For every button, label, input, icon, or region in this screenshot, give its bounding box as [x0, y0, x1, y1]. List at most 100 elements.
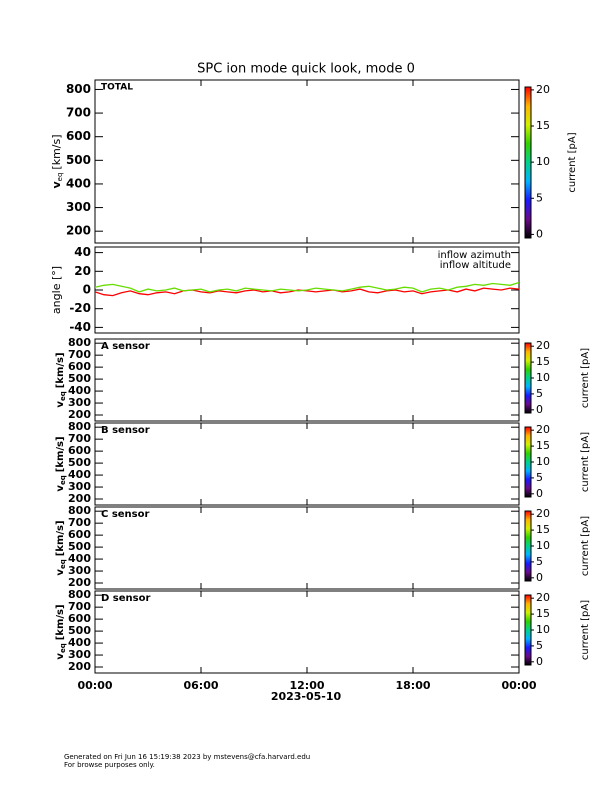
colorbar-label: current [pA]	[580, 432, 591, 492]
x-tick-label: 00:00	[501, 679, 536, 692]
x-tick-label: 00:00	[77, 679, 112, 692]
footer-line: For browse purposes only.	[64, 761, 155, 769]
colorbar-tick-label: 15	[536, 355, 550, 368]
y-tick-label: 300	[66, 200, 91, 214]
y-tick-label: 500	[68, 540, 91, 553]
y-tick-label: 200	[68, 492, 91, 505]
y-axis-label-main: v	[55, 569, 66, 576]
y-tick-label: 800	[68, 420, 91, 433]
data-line	[94, 281, 520, 293]
colorbar-tick-label: 20	[536, 507, 550, 520]
colorbar-tick-label: 15	[536, 607, 550, 620]
legend-label: inflow azimuth	[438, 250, 511, 261]
y-axis-label-main: v	[55, 485, 66, 492]
colorbar-label: current [pA]	[580, 516, 591, 576]
y-tick-label: 400	[68, 468, 91, 481]
y-tick-label: -40	[69, 320, 91, 334]
y-axis-label: veq [km/s]	[50, 134, 64, 188]
colorbar	[524, 86, 532, 239]
y-tick-label: 20	[74, 264, 91, 278]
y-tick-label: 600	[68, 444, 91, 457]
colorbar-tick-label: 20	[536, 591, 550, 604]
y-tick-label: 800	[68, 336, 91, 349]
colorbar	[524, 342, 532, 414]
y-tick-label: 800	[66, 82, 91, 96]
footer-line: Generated on Fri Jun 16 15:19:38 2023 by…	[64, 753, 310, 761]
y-tick-label: 400	[66, 176, 91, 190]
y-tick-label: 600	[68, 360, 91, 373]
y-tick-label: 200	[68, 660, 91, 673]
legend-label: inflow altitude	[440, 260, 511, 271]
y-tick-label: 600	[68, 528, 91, 541]
colorbar	[524, 594, 532, 666]
y-tick-label: 400	[68, 384, 91, 397]
y-axis-label-unit: [km/s]	[55, 436, 66, 472]
colorbar-tick-label: 10	[536, 155, 550, 168]
y-tick-label: 400	[68, 636, 91, 649]
y-tick-label: 500	[68, 372, 91, 385]
y-tick-label: 700	[68, 348, 91, 361]
colorbar-tick-label: 0	[536, 487, 543, 500]
y-tick-label: 600	[66, 129, 91, 143]
y-axis-label-unit: [km/s]	[55, 352, 66, 388]
y-tick-label: 700	[68, 432, 91, 445]
colorbar-tick-label: 5	[536, 555, 543, 568]
colorbar-tick-label: 5	[536, 471, 543, 484]
panel-label: TOTAL	[101, 83, 133, 93]
colorbar-tick-label: 0	[536, 655, 543, 668]
y-tick-label: 500	[68, 456, 91, 469]
y-tick-label: 200	[68, 576, 91, 589]
y-tick-label: 300	[68, 396, 91, 409]
y-axis-label-sub: eq	[59, 643, 67, 653]
colorbar-tick-label: 10	[536, 623, 550, 636]
colorbar-tick-label: 20	[536, 83, 550, 96]
y-tick-label: 700	[68, 600, 91, 613]
y-tick-label: 200	[66, 224, 91, 238]
colorbar-tick-label: 15	[536, 523, 550, 536]
x-tick-label: 12:00	[289, 679, 324, 692]
panel-label: B sensor	[101, 425, 150, 436]
y-tick-label: 300	[68, 648, 91, 661]
y-axis-label-unit: [km/s]	[50, 134, 63, 169]
x-axis-label: 2023-05-10	[271, 690, 342, 703]
y-axis-label: veq [km/s]	[55, 604, 67, 659]
colorbar-tick-label: 5	[536, 639, 543, 652]
colorbar-label: current [pA]	[580, 348, 591, 408]
y-tick-label: 800	[68, 588, 91, 601]
colorbar-tick-label: 0	[536, 403, 543, 416]
y-axis-label-main: v	[50, 181, 63, 189]
x-tick-label: 18:00	[395, 679, 430, 692]
colorbar-tick-label: 15	[536, 119, 550, 132]
y-tick-label: 500	[68, 624, 91, 637]
y-tick-label: -20	[69, 301, 91, 315]
colorbar-tick-label: 10	[536, 455, 550, 468]
y-axis-label-unit: [km/s]	[55, 520, 66, 556]
colorbar	[524, 426, 532, 498]
y-axis-label-sub: eq	[56, 173, 64, 182]
y-tick-label: 400	[68, 552, 91, 565]
panel-label: C sensor	[101, 509, 149, 520]
colorbar-tick-label: 0	[536, 571, 543, 584]
colorbar-tick-label: 20	[536, 339, 550, 352]
y-tick-label: 700	[66, 106, 91, 120]
colorbar-tick-label: 20	[536, 423, 550, 436]
colorbar-tick-label: 15	[536, 439, 550, 452]
y-tick-label: 500	[66, 153, 91, 167]
y-axis-label-main: v	[55, 401, 66, 408]
y-axis-label-sub: eq	[59, 475, 67, 485]
chart-title: SPC ion mode quick look, mode 0	[197, 62, 415, 77]
colorbar-tick-label: 10	[536, 371, 550, 384]
panel-label: A sensor	[101, 341, 150, 352]
y-tick-label: 0	[83, 283, 91, 297]
y-tick-label: 200	[68, 408, 91, 421]
colorbar-tick-label: 5	[536, 387, 543, 400]
y-axis-label: veq [km/s]	[55, 352, 67, 407]
y-tick-label: 40	[74, 245, 91, 259]
y-tick-label: 600	[68, 612, 91, 625]
y-axis-label: veq [km/s]	[55, 520, 67, 575]
colorbar-tick-label: 5	[536, 191, 543, 204]
colorbar-tick-label: 10	[536, 539, 550, 552]
y-axis-label: angle [°]	[50, 266, 63, 314]
panel-label: D sensor	[101, 593, 150, 604]
